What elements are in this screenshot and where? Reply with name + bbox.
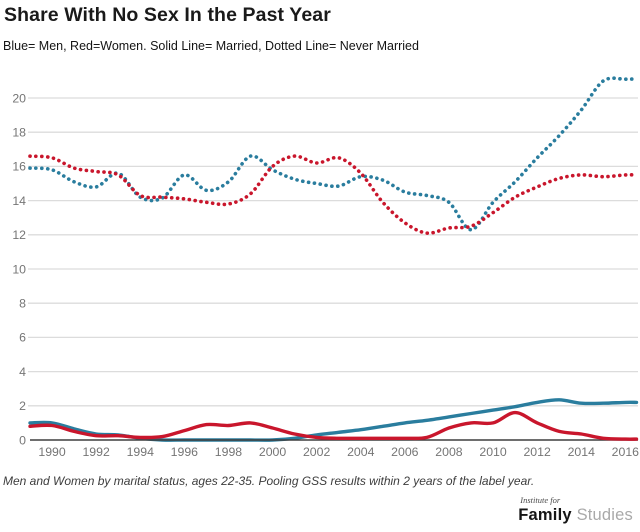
x-tick-label-2016: 2016 (612, 445, 640, 459)
gridlines (28, 97, 638, 407)
y-axis-tick-labels: 0 2 4 6 8 10 12 14 16 18 20 (12, 91, 26, 447)
ifs-logo-brand: Family Studies (518, 505, 633, 524)
x-tick-label-2012: 2012 (523, 445, 551, 459)
series-line-never-married-men (28, 76, 639, 232)
y-tick-label-12: 12 (12, 228, 26, 242)
ifs-logo-family: Family (518, 505, 572, 524)
y-tick-label-0: 0 (19, 433, 26, 447)
x-tick-label-1998: 1998 (215, 445, 243, 459)
x-tick-label-2014: 2014 (568, 445, 596, 459)
chart-subtitle: Blue= Men, Red=Women. Solid Line= Marrie… (3, 39, 419, 53)
x-tick-label-2010: 2010 (479, 445, 507, 459)
y-tick-label-10: 10 (12, 262, 26, 276)
x-tick-label-1996: 1996 (171, 445, 199, 459)
x-tick-label-1992: 1992 (82, 445, 110, 459)
x-tick-label-1994: 1994 (127, 445, 155, 459)
x-tick-label-2004: 2004 (347, 445, 375, 459)
chart-footnote: Men and Women by marital status, ages 22… (3, 474, 535, 488)
y-tick-label-20: 20 (12, 91, 26, 105)
y-tick-label-14: 14 (12, 194, 26, 208)
ifs-logo: Institute for Family Studies (518, 496, 633, 523)
y-tick-label-6: 6 (19, 331, 26, 345)
y-tick-label-16: 16 (12, 160, 26, 174)
y-tick-label-8: 8 (19, 297, 26, 311)
x-tick-label-2006: 2006 (391, 445, 419, 459)
x-tick-label-1990: 1990 (38, 445, 66, 459)
series-line-married-women (28, 410, 639, 441)
x-tick-label-2002: 2002 (303, 445, 331, 459)
chart-title: Share With No Sex In the Past Year (4, 4, 331, 26)
ifs-logo-studies: Studies (576, 505, 633, 524)
ifs-logo-institute-for: Institute for (520, 495, 561, 505)
x-axis-tick-labels: 1990 1992 1994 1996 1998 2000 2002 2004 2006 2008… (38, 445, 639, 459)
series-line-never-married-women (28, 154, 639, 235)
x-tick-label-2008: 2008 (435, 445, 463, 459)
y-tick-label-2: 2 (19, 399, 26, 413)
x-tick-label-2000: 2000 (259, 445, 287, 459)
y-tick-label-4: 4 (19, 365, 26, 379)
y-tick-label-18: 18 (12, 126, 26, 140)
